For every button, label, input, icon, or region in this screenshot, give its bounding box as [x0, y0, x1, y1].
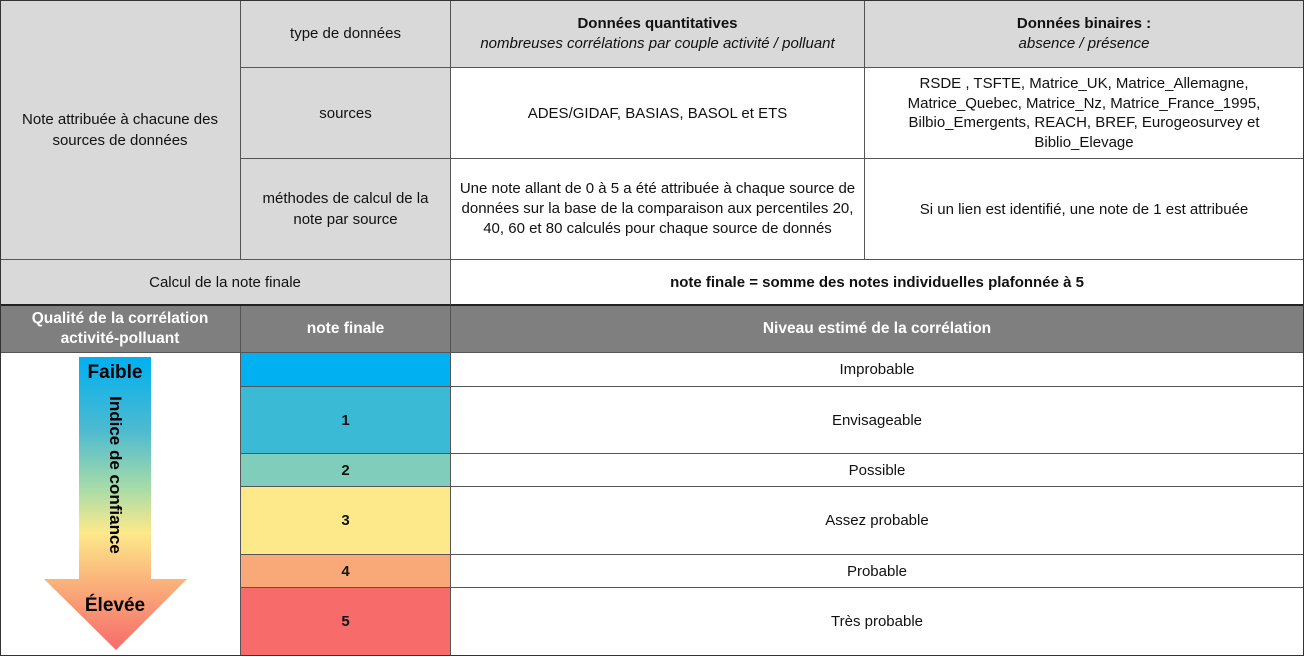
- level-cell: Possible: [451, 454, 1304, 487]
- final-label-cell: Calcul de la note finale: [0, 260, 451, 306]
- quant-method: Une note allant de 0 à 5 a été attribuée…: [459, 179, 856, 238]
- quant-subtitle: nombreuses corrélations par couple activ…: [480, 34, 835, 52]
- note-cell: 1: [241, 387, 451, 454]
- bin-method-cell: Si un lien est identifié, une note de 1 …: [865, 159, 1304, 260]
- header-note-text: note finale: [306, 319, 385, 337]
- header-level-text: Niveau estimé de la corrélation: [762, 319, 992, 337]
- bin-sources: RSDE , TSFTE, Matrice_UK, Matrice_Allema…: [907, 75, 1261, 151]
- note-cell: 3: [241, 487, 451, 555]
- arrow-bottom-label: Élevée: [84, 595, 146, 616]
- quant-title: Données quantitatives: [577, 15, 738, 32]
- sources-label-cell: sources: [241, 68, 451, 159]
- confidence-arrow-icon: [44, 357, 187, 650]
- note-cell: 4: [241, 555, 451, 588]
- bin-subtitle: absence / présence: [1018, 34, 1150, 52]
- header-quality-text: Qualité de la corrélation activité-pollu…: [31, 309, 209, 347]
- note-cell: 2: [241, 454, 451, 487]
- confidence-arrow-cell: Faible Indice de confiance Élevée: [0, 353, 241, 656]
- header-note: note finale: [241, 306, 451, 353]
- methods-label-cell: méthodes de calcul de la note par source: [241, 159, 451, 260]
- row-label: Note attribuée à chacune des sources de …: [22, 110, 218, 149]
- note-cell: [241, 353, 451, 387]
- level-cell: Très probable: [451, 588, 1304, 656]
- bin-title: Données binaires :: [1016, 15, 1152, 32]
- level-cell: Envisageable: [451, 387, 1304, 454]
- header-level: Niveau estimé de la corrélation: [451, 306, 1304, 353]
- final-label: Calcul de la note finale: [149, 273, 301, 291]
- quant-sources-cell: ADES/GIDAF, BASIAS, BASOL et ETS: [451, 68, 865, 159]
- quant-method-cell: Une note allant de 0 à 5 a été attribuée…: [451, 159, 865, 260]
- level-cell: Assez probable: [451, 487, 1304, 555]
- arrow-middle-label: Indice de confiance: [105, 396, 125, 554]
- header-quality: Qualité de la corrélation activité-pollu…: [0, 306, 241, 353]
- level-cell: Probable: [451, 555, 1304, 588]
- bin-method: Si un lien est identifié, une note de 1 …: [919, 200, 1249, 218]
- final-formula: note finale = somme des notes individuel…: [670, 273, 1084, 291]
- bin-sources-cell: RSDE , TSFTE, Matrice_UK, Matrice_Allema…: [865, 68, 1304, 159]
- quant-header: Données quantitatives nombreuses corréla…: [451, 0, 865, 68]
- level-cell: Improbable: [451, 353, 1304, 387]
- final-formula-cell: note finale = somme des notes individuel…: [451, 260, 1304, 306]
- type-label: type de données: [290, 25, 401, 42]
- type-label-cell: type de données: [241, 0, 451, 68]
- row-label-cell: Note attribuée à chacune des sources de …: [0, 0, 241, 260]
- methods-label: méthodes de calcul de la note par source: [262, 190, 429, 228]
- arrow-top-label: Faible: [87, 362, 143, 383]
- sources-label: sources: [319, 104, 372, 122]
- note-cell: 5: [241, 588, 451, 656]
- quant-sources: ADES/GIDAF, BASIAS, BASOL et ETS: [527, 104, 788, 122]
- bin-header: Données binaires : absence / présence: [865, 0, 1304, 68]
